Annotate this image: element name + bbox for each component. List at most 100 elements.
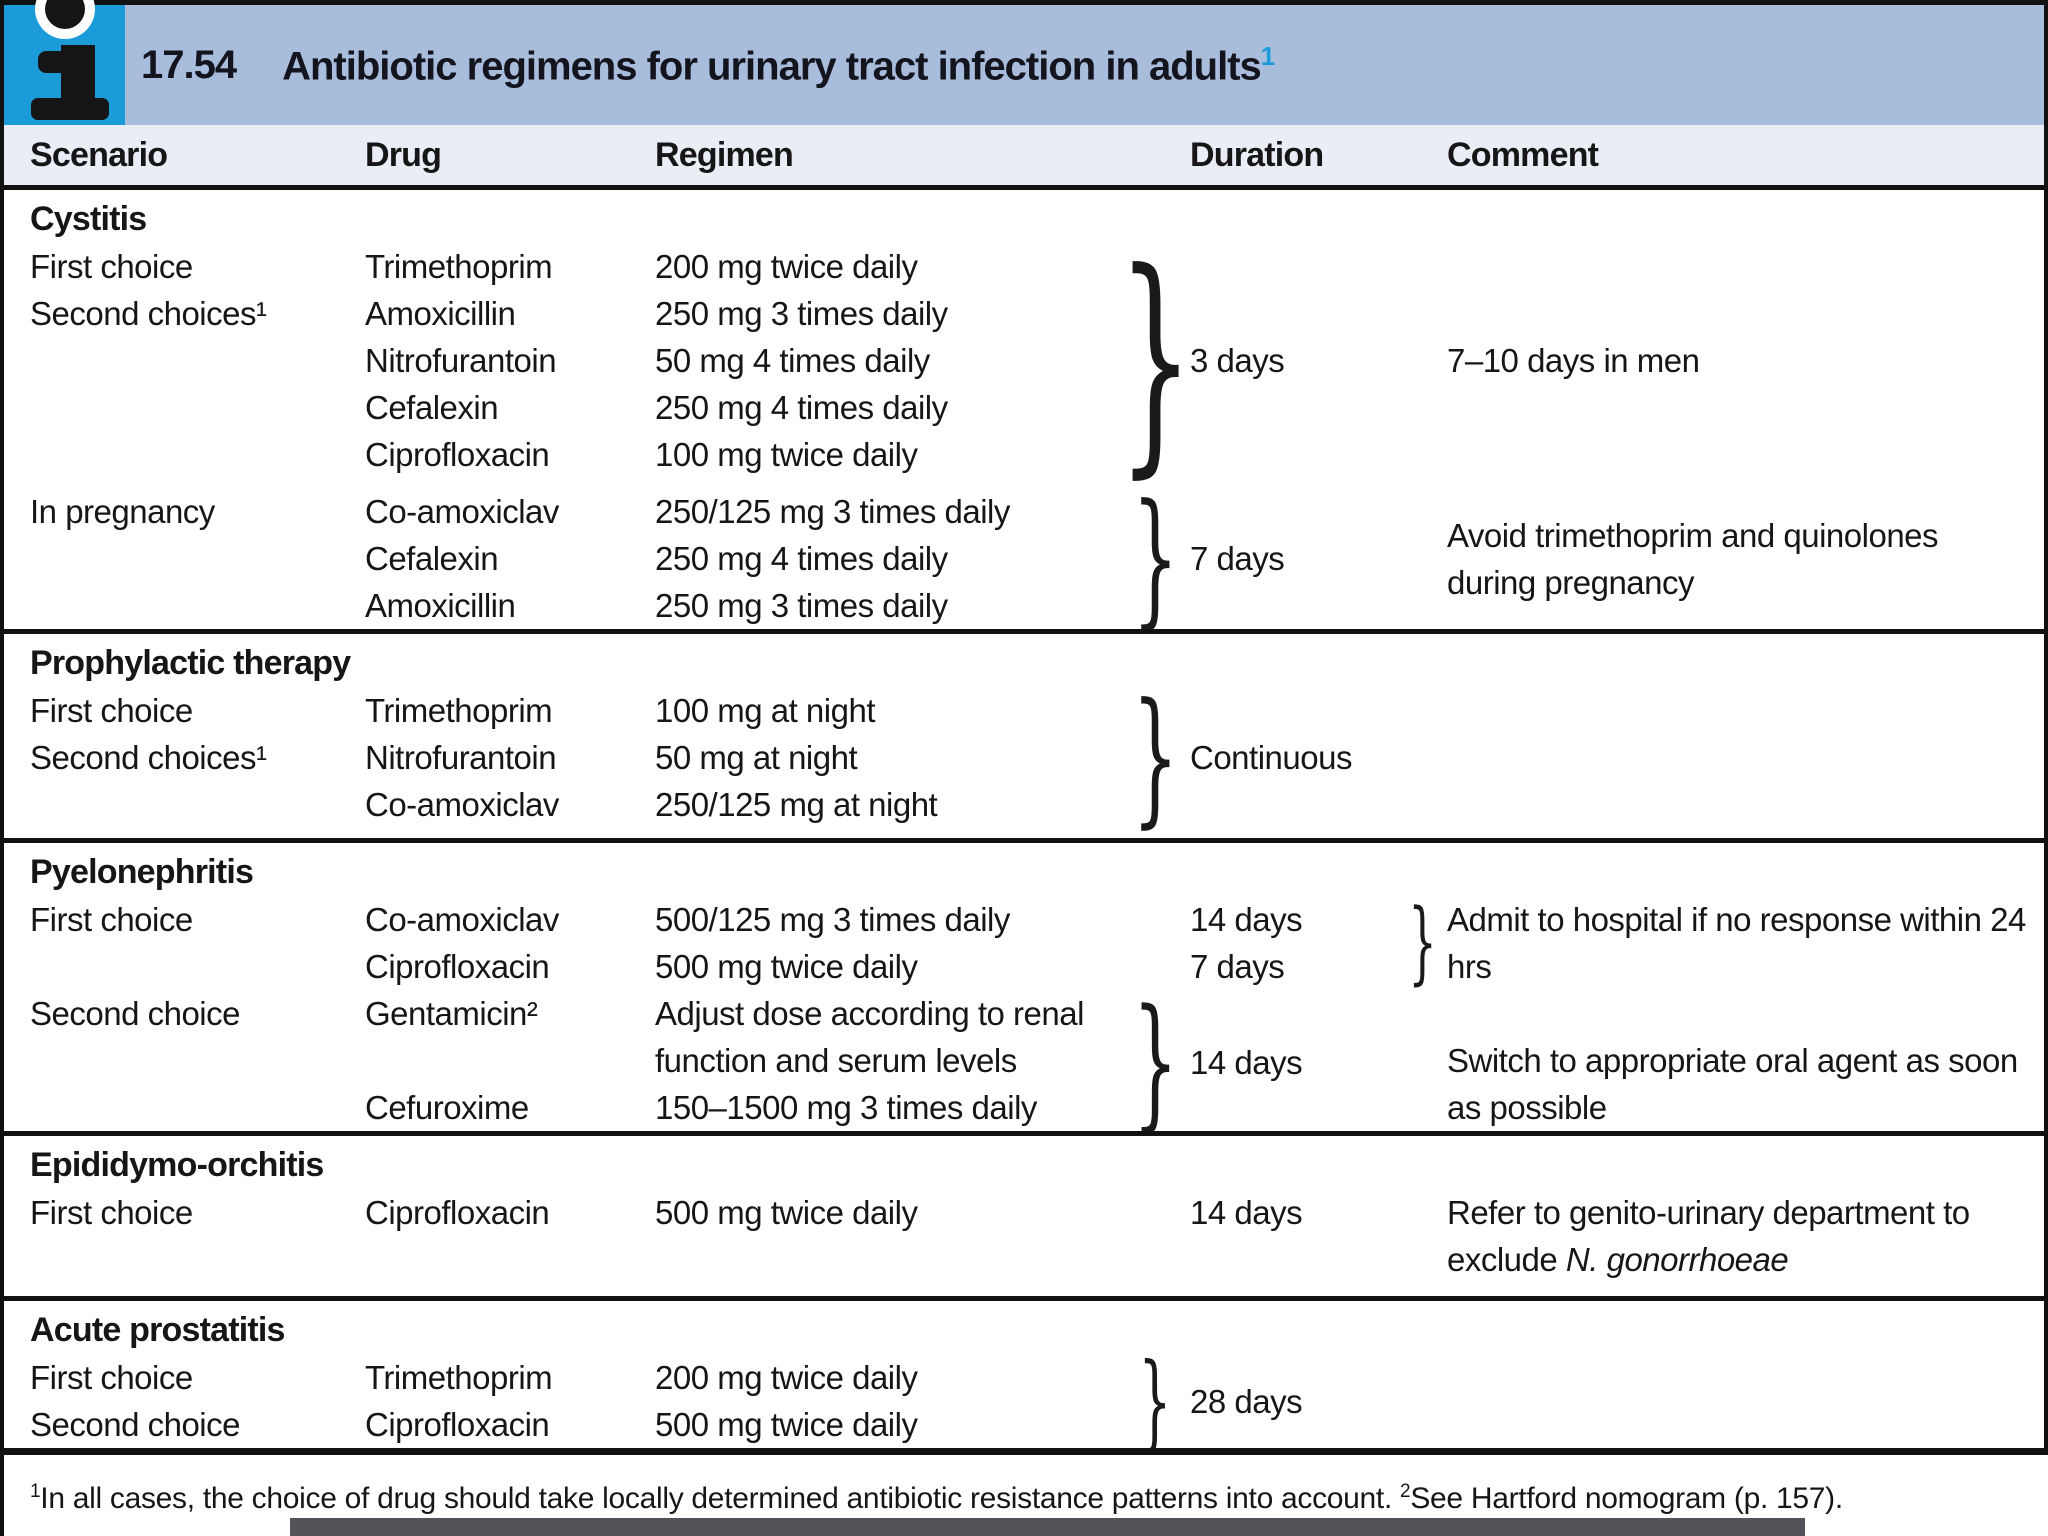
drug-cell: Co-amoxiclav <box>365 493 559 530</box>
regimen-cell: 150–1500 mg 3 times daily <box>655 1089 1037 1126</box>
scenario-cell: Second choices¹ <box>30 739 267 776</box>
regimen-cell: 50 mg at night <box>655 739 858 776</box>
regimen-column: 500 mg twice daily <box>655 1142 1135 1236</box>
section-title: Prophylactic therapy <box>30 644 351 682</box>
duration-column: 14 days 7 days <box>1190 849 1402 990</box>
separator-line <box>4 1296 2044 1301</box>
regimen-cell: 100 mg at night <box>655 692 876 729</box>
drug-column: Ciprofloxacin <box>365 1142 651 1236</box>
drug-cell: Cefuroxime <box>365 1089 529 1126</box>
scenario-cell: First choice <box>30 1359 193 1396</box>
page-title: Antibiotic regimens for urinary tract in… <box>282 40 1276 89</box>
duration-column: 14 days <box>1190 1142 1402 1236</box>
bottom-cropped-bar <box>290 1518 1805 1536</box>
drug-cell: Ciprofloxacin <box>365 436 550 473</box>
drug-column: Trimethoprim Ciprofloxacin <box>365 1307 651 1448</box>
info-icon <box>4 0 125 125</box>
drug-cell: Ciprofloxacin <box>365 1406 550 1443</box>
scenario-column: Pyelonephritis First choice Second choic… <box>30 849 360 1037</box>
scenario-cell: Second choice <box>30 995 240 1032</box>
footnote-superscript: 2 <box>1400 1481 1411 1502</box>
regimen-cell: 250 mg 3 times daily <box>655 587 948 624</box>
separator-line <box>4 1131 2044 1136</box>
scenario-cell: Second choice <box>30 1406 240 1443</box>
regimen-cell: 500 mg twice daily <box>655 948 918 985</box>
right-border-line <box>2044 5 2048 1455</box>
regimen-cell: 250 mg 3 times daily <box>655 295 948 332</box>
duration-cell: 28 days <box>1190 1382 1303 1420</box>
regimen-cell: Adjust dose according to renal function … <box>655 995 1084 1079</box>
drug-cell: Amoxicillin <box>365 587 516 624</box>
column-header-scenario: Scenario <box>30 136 168 174</box>
scenario-cell: In pregnancy <box>30 493 215 530</box>
regimen-cell: 250/125 mg 3 times daily <box>655 493 1010 530</box>
comment-cell: Refer to genito-urinary department to ex… <box>1447 1194 1970 1278</box>
regimen-column: 100 mg at night 50 mg at night 250/125 m… <box>655 640 1135 828</box>
drug-cell: Trimethoprim <box>365 1359 553 1396</box>
regimen-cell: 250 mg 4 times daily <box>655 540 948 577</box>
column-header-comment: Comment <box>1447 136 1599 174</box>
drug-cell: Amoxicillin <box>365 295 516 332</box>
brace-icon: } <box>1138 1340 1172 1462</box>
duration-cell: Continuous <box>1190 739 1352 776</box>
top-border-line <box>0 0 2048 5</box>
scenario-column: Acute prostatitis First choice Second ch… <box>30 1307 360 1448</box>
brace-icon: } <box>1132 978 1178 1145</box>
scenario-cell: First choice <box>30 692 193 729</box>
section-pyelonephritis: Pyelonephritis First choice Second choic… <box>4 843 2044 1145</box>
drug-cell: Gentamicin² <box>365 995 538 1032</box>
scenario-column: Epididymo-orchitis First choice <box>30 1142 360 1236</box>
section-acute-prostatitis: Acute prostatitis First choice Second ch… <box>4 1301 2044 1462</box>
regimen-cell: 250/125 mg at night <box>655 786 938 823</box>
brace-icon: } <box>1117 222 1193 499</box>
drug-cell: Co-amoxiclav <box>365 901 559 938</box>
brace-icon: } <box>1131 473 1179 643</box>
regimen-column: 500/125 mg 3 times daily 500 mg twice da… <box>655 849 1135 1131</box>
duration-cell: 7 days <box>1190 540 1285 577</box>
section-cystitis: Cystitis First choice Second choices¹ In… <box>4 190 2044 643</box>
column-header-row: Scenario Drug Regimen Duration Comment <box>4 125 2044 185</box>
regimen-column: 200 mg twice daily 250 mg 3 times daily … <box>655 196 1135 629</box>
regimen-cell: 200 mg twice daily <box>655 248 918 285</box>
regimen-cell: 250 mg 4 times daily <box>655 389 948 426</box>
separator-line <box>4 629 2044 634</box>
column-header-regimen: Regimen <box>655 136 794 174</box>
drug-column: Trimethoprim Amoxicillin Nitrofurantoin … <box>365 196 651 629</box>
section-title: Cystitis <box>30 200 147 238</box>
section-title: Pyelonephritis <box>30 853 254 891</box>
drug-cell: Cefalexin <box>365 540 499 577</box>
separator-line <box>4 185 2044 190</box>
drug-cell: Trimethoprim <box>365 692 553 729</box>
drug-cell: Nitrofurantoin <box>365 739 557 776</box>
drug-cell: Co-amoxiclav <box>365 786 559 823</box>
drug-cell: Nitrofurantoin <box>365 342 557 379</box>
drug-cell: Cefalexin <box>365 389 499 426</box>
scenario-column: Prophylactic therapy First choice Second… <box>30 640 360 781</box>
left-border-line <box>0 5 4 1536</box>
regimen-cell: 200 mg twice daily <box>655 1359 918 1396</box>
title-superscript: 1 <box>1260 40 1276 71</box>
drug-cell: Trimethoprim <box>365 248 553 285</box>
comment-cell: Switch to appropriate oral agent as soon… <box>1447 1042 2018 1126</box>
scenario-cell: First choice <box>30 248 193 285</box>
duration-cell: 7 days <box>1190 948 1285 985</box>
italic-species-name: N. gonorrhoeae <box>1565 1241 1789 1278</box>
regimen-cell: 500 mg twice daily <box>655 1194 918 1231</box>
section-prophylactic-therapy: Prophylactic therapy First choice Second… <box>4 634 2044 838</box>
section-title: Epididymo-orchitis <box>30 1146 324 1184</box>
footnote: 1In all cases, the choice of drug should… <box>30 1481 1843 1515</box>
regimen-cell: 500/125 mg 3 times daily <box>655 901 1010 938</box>
column-header-duration: Duration <box>1190 136 1324 174</box>
drug-column: Trimethoprim Nitrofurantoin Co-amoxiclav <box>365 640 651 828</box>
scenario-cell: First choice <box>30 1194 193 1231</box>
drug-cell: Ciprofloxacin <box>365 1194 550 1231</box>
regimen-cell: 50 mg 4 times daily <box>655 342 930 379</box>
drug-column: Co-amoxiclav Ciprofloxacin Gentamicin² C… <box>365 849 651 1131</box>
regimen-cell: 500 mg twice daily <box>655 1406 918 1443</box>
duration-cell: 3 days <box>1190 342 1285 379</box>
comment-cell: 7–10 days in men <box>1447 342 1700 379</box>
table-title-bar: 17.54 Antibiotic regimens for urinary tr… <box>125 5 2044 125</box>
column-header-drug: Drug <box>365 136 442 174</box>
separator-line <box>4 838 2044 843</box>
